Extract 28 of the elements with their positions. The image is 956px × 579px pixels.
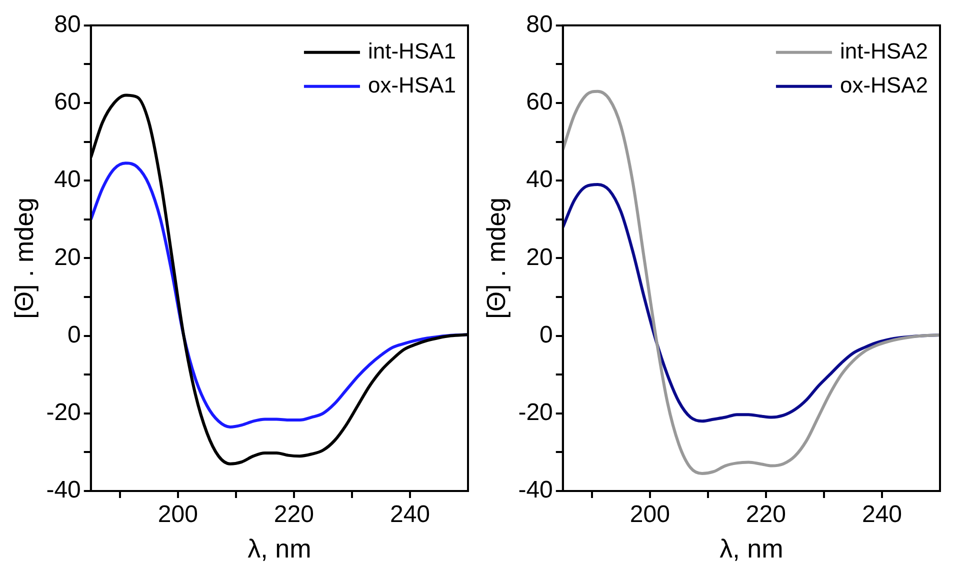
y-tick-label: 60 xyxy=(54,88,81,116)
y-tick-label: -40 xyxy=(518,476,553,504)
y-tick-label: -40 xyxy=(46,476,81,504)
y-tick-label: 80 xyxy=(54,11,81,38)
legend-label: int-HSA2 xyxy=(840,38,928,64)
y-axis-title: [Θ] . mdeg xyxy=(480,198,511,319)
legend-label: ox-HSA1 xyxy=(368,72,456,98)
x-tick-label: 200 xyxy=(630,501,670,528)
x-tick-label: 240 xyxy=(862,501,902,528)
x-axis-title: λ, nm xyxy=(248,534,312,564)
y-tick-label: -20 xyxy=(518,399,553,426)
x-tick-label: 240 xyxy=(390,501,430,528)
y-tick-label: 80 xyxy=(526,11,553,38)
x-tick-label: 220 xyxy=(746,501,786,528)
y-tick-label: -20 xyxy=(46,399,81,426)
x-axis-title: λ, nm xyxy=(720,534,784,564)
y-tick-label: 0 xyxy=(68,321,81,348)
y-tick-label: 20 xyxy=(526,244,553,271)
legend-label: int-HSA1 xyxy=(368,38,456,64)
y-tick-label: 40 xyxy=(526,166,553,194)
y-axis-title: [Θ] . mdeg xyxy=(8,198,39,319)
y-tick-label: 0 xyxy=(540,321,553,348)
y-tick-label: 20 xyxy=(54,244,81,271)
x-tick-label: 200 xyxy=(158,501,198,528)
legend-label: ox-HSA2 xyxy=(840,72,928,98)
y-tick-label: 60 xyxy=(526,88,553,116)
y-tick-label: 40 xyxy=(54,166,81,194)
x-tick-label: 220 xyxy=(274,501,314,528)
